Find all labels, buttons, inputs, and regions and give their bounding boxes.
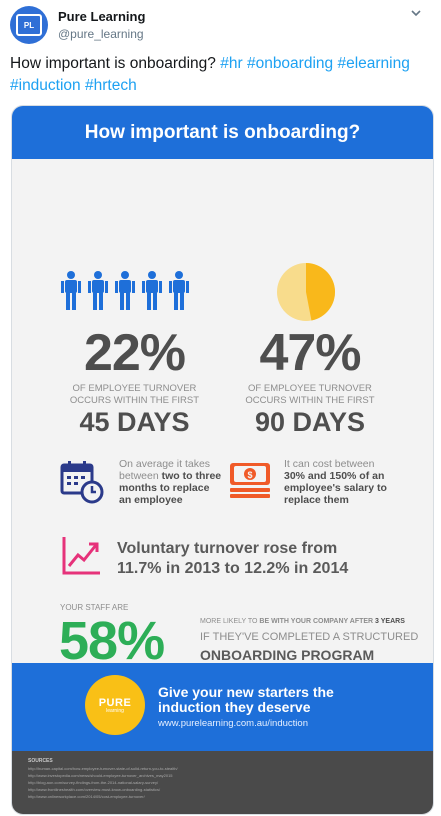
cta-url: www.purelearning.com.au/induction: [158, 718, 308, 729]
trend-line: 11.7% in 2013 to 12.2% in 2014: [117, 560, 349, 577]
person-icon: [61, 271, 81, 310]
likely-part: MORE LIKELY TO: [200, 618, 260, 625]
info-line: It can cost between: [284, 458, 375, 470]
likely-bold: BE WITH YOUR COMPANY AFTER: [259, 618, 376, 625]
infographic-title: How important is onboarding?: [12, 106, 433, 159]
source-line: http://blog.aon.com/survey-findings-from…: [28, 780, 159, 785]
hashtag-link[interactable]: #induction: [10, 77, 81, 94]
tweet-media-image[interactable]: How important is onboarding? 22% OF EMPL…: [11, 105, 434, 815]
hashtag-link[interactable]: #hr: [220, 55, 243, 72]
person-icon: [115, 271, 135, 310]
svg-text:$: $: [247, 470, 252, 480]
user-name[interactable]: Pure Learning: [58, 9, 146, 24]
stat-days: 90 DAYS: [254, 407, 366, 437]
replace-time-text: On average it takes between two to three…: [119, 458, 229, 506]
cta-heading: Give your new starters the induction the…: [158, 685, 418, 715]
replace-cost-text: It can cost between 30% and 150% of an e…: [284, 458, 404, 506]
hashtag-link[interactable]: #elearning: [337, 55, 410, 72]
stat-caption: OF EMPLOYEE TURNOVER: [72, 383, 197, 394]
calendar-clock-icon: [60, 461, 104, 504]
person-icon-group: [61, 271, 189, 310]
avatar-logo: PL: [16, 14, 42, 36]
stat-value: 22%: [83, 324, 186, 382]
stat-value: 47%: [259, 324, 361, 382]
stat-90-days: 47% OF EMPLOYEE TURNOVER OCCURS WITHIN T…: [230, 327, 390, 437]
more-icon[interactable]: [406, 6, 426, 20]
stat-caption: OCCURS WITHIN THE FIRST: [245, 395, 375, 406]
stat-days: 45 DAYS: [79, 407, 190, 437]
sources-footer: SOURCES http://human-capital.com/how-emp…: [12, 751, 433, 814]
info-line: On average it takes: [119, 458, 211, 470]
money-icon: $: [230, 463, 270, 498]
tweet-lead-text: How important is onboarding?: [10, 55, 216, 72]
source-line: http://www.frontlineshealth.com/overview…: [28, 787, 161, 792]
sources-heading: SOURCES: [28, 758, 53, 764]
person-icon: [169, 271, 189, 310]
person-icon: [88, 271, 108, 310]
info-line: months to replace: [119, 482, 210, 494]
info-line: replace them: [284, 494, 349, 506]
staff-likely: MORE LIKELY TO BE WITH YOUR COMPANY AFTE…: [200, 618, 405, 625]
logo-word: PURE: [98, 696, 132, 709]
tweet-text: How important is onboarding? #hr #onboar…: [10, 53, 430, 97]
source-line: http://www.investopedia.com/news/should-…: [28, 773, 173, 778]
cta-line: Give your new starters the: [158, 684, 334, 700]
info-line: 30% and 150% of an: [284, 470, 385, 482]
hashtag-link[interactable]: #onboarding: [246, 55, 334, 72]
pie-chart-icon: [277, 263, 336, 321]
tweet-header: PL Pure Learning @pure_learning: [10, 6, 430, 46]
stat-caption: OF EMPLOYEE TURNOVER: [248, 383, 372, 394]
staff-label: YOUR STAFF ARE: [60, 603, 129, 612]
user-handle[interactable]: @pure_learning: [58, 27, 144, 41]
turnover-trend: Voluntary turnover rose from 11.7% in 20…: [117, 539, 392, 579]
staff-if-line: IF THEY'VE COMPLETED A STRUCTURED: [200, 631, 419, 643]
avatar[interactable]: PL: [10, 6, 48, 44]
trend-line-icon: [62, 537, 100, 575]
pie-slice: [306, 263, 336, 321]
hashtag-link[interactable]: #hrtech: [84, 77, 137, 94]
cta-banner: PURE learning Give your new starters the…: [12, 663, 433, 751]
info-line: employee's salary to: [284, 482, 387, 494]
info-line: an employee: [119, 494, 183, 506]
staff-program: ONBOARDING PROGRAM: [200, 647, 375, 663]
trend-line: Voluntary turnover rose from: [117, 540, 338, 557]
info-line: between two to three: [119, 470, 229, 482]
stat-caption: OCCURS WITHIN THE FIRST: [69, 395, 200, 406]
person-icon: [142, 271, 162, 310]
stat-45-days: 22% OF EMPLOYEE TURNOVER OCCURS WITHIN T…: [57, 327, 212, 437]
source-line: http://www.onlineworkplace.com/2014/05/c…: [28, 794, 145, 799]
info-line-part: between: [119, 470, 162, 482]
info-line-bold: two to three: [161, 470, 222, 482]
source-line: http://human-capital.com/how-employee-tu…: [28, 766, 178, 771]
staff-percent: 58%: [59, 611, 165, 671]
cta-line: induction they deserve: [158, 699, 311, 715]
likely-bold: 3 YEARS: [375, 618, 405, 625]
infographic-body: 22% OF EMPLOYEE TURNOVER OCCURS WITHIN T…: [12, 159, 433, 671]
logo-sub: learning: [106, 707, 124, 714]
pure-learning-logo: PURE learning: [85, 675, 145, 735]
